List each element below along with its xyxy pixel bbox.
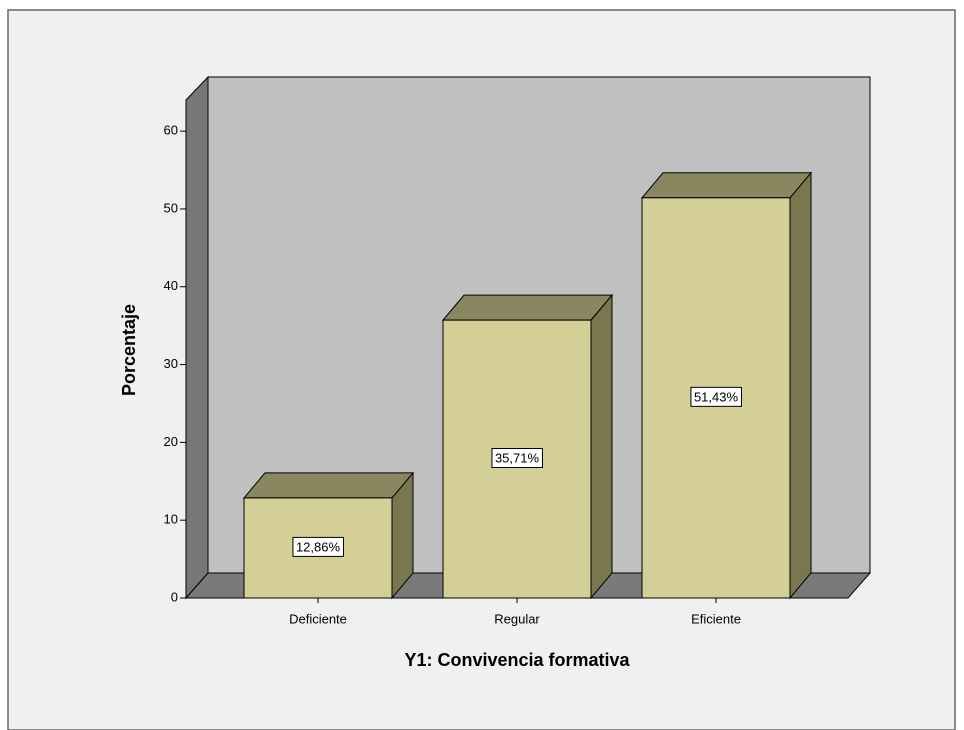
value-label: 35,71% (495, 451, 540, 466)
y-tick-label: 10 (164, 512, 178, 527)
x-tick-label: Regular (494, 611, 540, 626)
value-label-box (491, 448, 543, 469)
y-tick-label: 60 (164, 123, 178, 138)
x-tick-label: Eficiente (691, 611, 741, 626)
value-label-box (292, 536, 344, 557)
x-tick-label: Deficiente (289, 611, 347, 626)
bar-top (640, 172, 813, 199)
bar-top (441, 294, 614, 321)
y-tick-label: 40 (164, 278, 178, 293)
y-tick-label: 0 (171, 589, 178, 604)
y-tick-label: 50 (164, 200, 178, 215)
y-axis-title: Porcentaje (119, 304, 139, 396)
y-tick-label: 30 (164, 356, 178, 371)
value-label: 51,43% (694, 389, 739, 404)
value-label: 12,86% (296, 539, 341, 554)
value-label-box (690, 386, 742, 407)
x-axis-title: Y1: Convivencia formativa (404, 650, 630, 670)
left-wall (185, 75, 209, 600)
bar (242, 471, 415, 600)
bar-top (242, 472, 415, 499)
bar (640, 171, 813, 600)
bar-side (789, 171, 812, 600)
bar (441, 293, 614, 600)
y-tick-label: 20 (164, 434, 178, 449)
bar-side (590, 293, 613, 600)
